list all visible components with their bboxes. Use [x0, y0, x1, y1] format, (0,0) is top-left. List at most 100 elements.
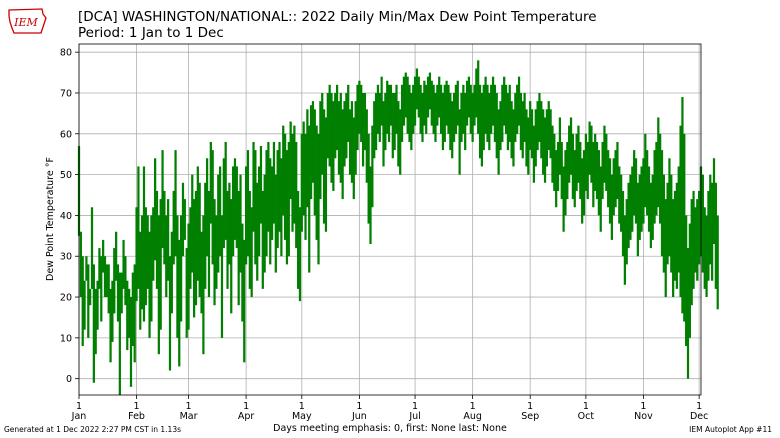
y-tick-label: 70	[60, 88, 72, 99]
day-range-bar	[503, 76, 506, 126]
day-range-bar	[348, 109, 352, 175]
day-range-bar	[217, 174, 220, 273]
day-range-bar	[120, 272, 123, 314]
day-range-bar	[313, 109, 316, 216]
day-range-bar	[376, 84, 380, 134]
day-range-bar	[690, 199, 693, 306]
day-range-bar	[516, 84, 519, 134]
x-tick-label-month: Jul	[408, 411, 420, 422]
day-range-bar	[649, 182, 652, 249]
day-range-bar	[129, 297, 133, 387]
day-range-bar	[564, 150, 567, 216]
day-range-bar	[395, 84, 398, 134]
day-range-bar	[293, 125, 296, 224]
day-range-bar	[601, 141, 604, 200]
day-range-bar	[322, 109, 326, 224]
day-range-bar	[259, 146, 263, 224]
day-range-bar	[703, 207, 706, 289]
x-tick-label-month: May	[292, 411, 312, 422]
day-range-bar	[447, 84, 450, 134]
day-range-bar	[131, 272, 134, 347]
day-range-bar	[380, 76, 383, 126]
day-range-bar	[644, 133, 647, 208]
day-range-bar	[521, 101, 524, 159]
day-range-bar	[545, 109, 549, 167]
day-range-bar	[499, 101, 502, 151]
day-range-bar	[230, 199, 233, 314]
day-range-bar	[475, 68, 478, 118]
day-range-bar	[432, 84, 435, 134]
day-range-bar	[231, 166, 235, 257]
day-range-bar	[569, 117, 573, 175]
x-tick-label-month: Feb	[128, 411, 145, 422]
day-range-bar	[137, 166, 140, 289]
day-range-bar	[662, 174, 665, 273]
day-range-bar	[430, 80, 433, 126]
day-range-bar	[571, 133, 575, 200]
x-tick-label-day: 1	[243, 401, 249, 412]
day-range-bar	[287, 141, 290, 257]
day-range-bar	[419, 84, 422, 134]
day-range-bar	[244, 166, 248, 265]
day-range-bar	[698, 190, 701, 265]
day-range-bar	[296, 190, 300, 289]
day-range-bar	[157, 215, 160, 355]
day-range-bar	[399, 109, 402, 175]
day-range-bar	[597, 150, 600, 216]
day-range-bar	[408, 84, 411, 142]
day-range-bar	[590, 125, 593, 183]
day-range-bar	[228, 182, 231, 265]
day-range-bar	[291, 133, 294, 232]
day-range-bar	[612, 158, 615, 216]
day-range-bar	[473, 84, 476, 126]
day-range-bar	[180, 215, 183, 322]
day-range-bar	[163, 190, 166, 265]
day-range-bar	[384, 92, 387, 151]
day-range-bar	[387, 84, 391, 142]
day-range-bar	[257, 166, 261, 257]
day-range-bar	[480, 92, 484, 167]
day-range-bar	[152, 207, 155, 281]
day-range-bar	[631, 166, 634, 232]
x-tick-label-month: Mar	[180, 411, 198, 422]
day-range-bar	[582, 150, 586, 216]
day-range-bar	[595, 141, 599, 200]
app-credit: IEM Autoplot App #11	[689, 425, 772, 434]
day-range-bar	[246, 150, 250, 257]
day-range-bar	[525, 109, 528, 167]
day-range-bar	[686, 248, 690, 379]
day-range-bar	[436, 84, 439, 126]
day-range-bar	[326, 92, 329, 159]
day-range-bar	[621, 190, 625, 257]
day-range-bar	[183, 199, 186, 240]
day-range-bar	[155, 190, 159, 289]
day-range-bar	[89, 288, 92, 306]
day-range-bar	[672, 199, 675, 298]
day-range-bar	[233, 158, 237, 240]
day-range-bar	[458, 109, 461, 175]
day-range-bar	[235, 166, 238, 249]
day-range-bar	[549, 109, 552, 159]
day-range-bar	[302, 121, 305, 216]
day-range-bar	[213, 199, 216, 306]
day-range-bar	[304, 133, 307, 240]
day-range-bar	[542, 109, 545, 175]
day-range-bar	[94, 288, 97, 355]
day-range-bar	[107, 264, 110, 314]
day-range-bar	[709, 174, 712, 265]
y-tick-label: 50	[60, 170, 72, 181]
day-range-bar	[360, 84, 363, 142]
day-range-bar	[491, 76, 495, 126]
day-range-bar	[116, 264, 120, 322]
day-range-bar	[142, 166, 146, 322]
day-range-bar	[187, 223, 190, 330]
day-range-bar	[128, 288, 131, 338]
day-range-bar	[191, 174, 194, 273]
day-range-bar	[614, 150, 617, 208]
day-range-bar	[374, 92, 378, 151]
day-range-bar	[100, 256, 103, 322]
day-range-bar	[146, 215, 149, 289]
x-tick-label-month: Aug	[463, 411, 482, 422]
day-range-bar	[415, 68, 419, 110]
day-range-bar	[452, 92, 456, 142]
